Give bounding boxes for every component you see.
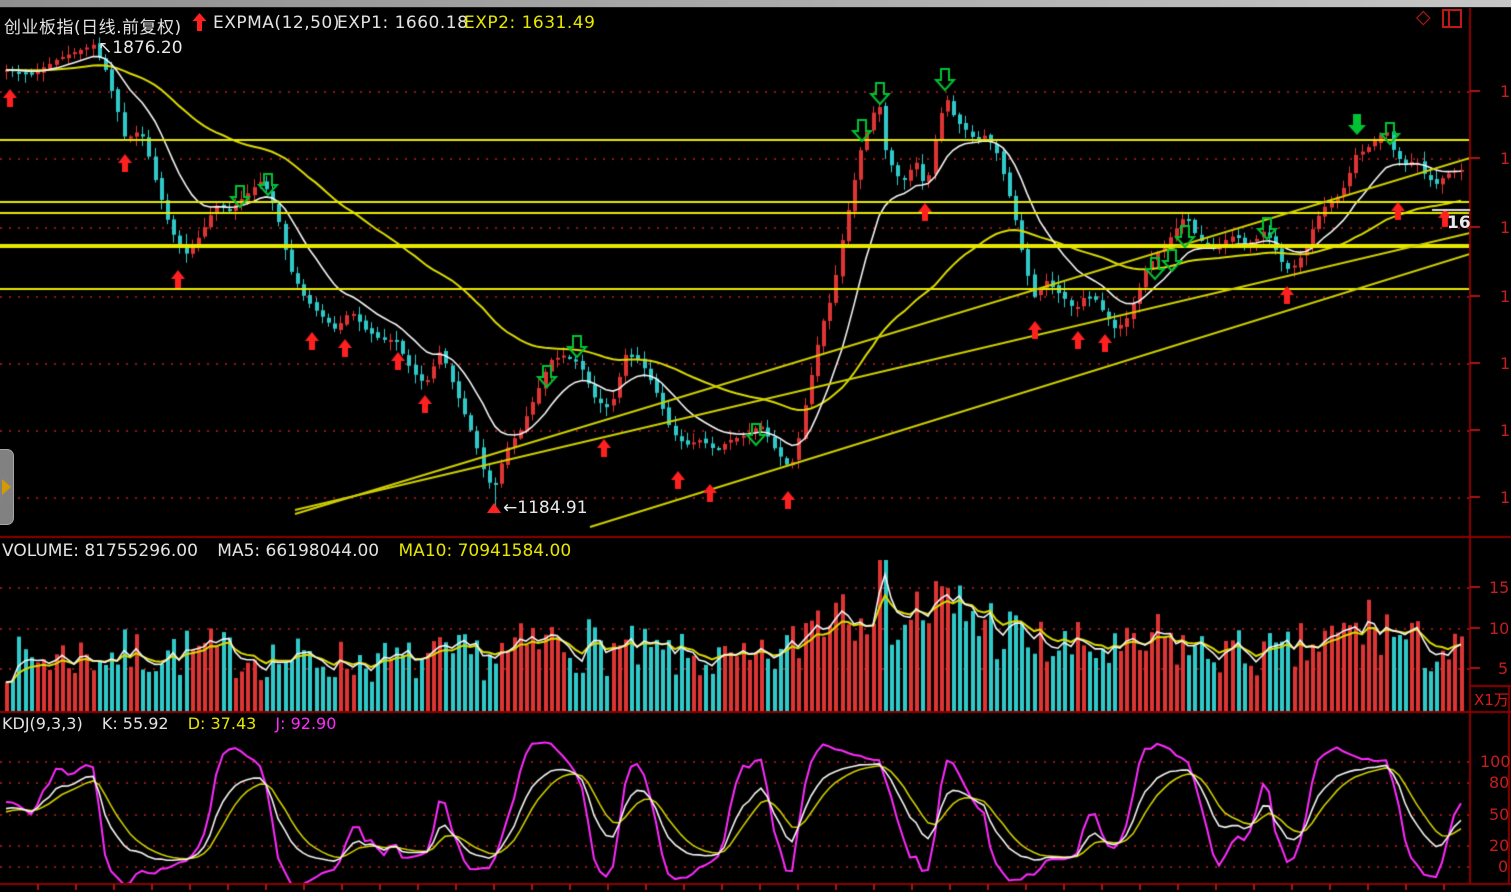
low-pointer: ← (503, 498, 518, 518)
price-tick-label: 1500 (1500, 287, 1511, 306)
price-tick-label: 1300 (1500, 421, 1511, 440)
kdj-k-value: K: 55.92 (101, 714, 169, 733)
volume-header: VOLUME: 81755296.00 MA5: 66198044.00 MA1… (2, 541, 585, 561)
kdj-tick-label: 50 (1489, 805, 1510, 824)
volume-tick-label: 5 (1498, 659, 1509, 678)
high-pointer: ↖ (98, 38, 113, 58)
exp1-value: EXP1: 1660.18 (337, 13, 469, 33)
up-arrow-icon (192, 13, 207, 31)
kdj-d-value: D: 37.43 (187, 714, 257, 733)
volume-unit-label: X1万 (1474, 691, 1509, 709)
kdj-header: KDJ(9,3,3) K: 55.92 D: 37.43 J: 92.90 (2, 714, 350, 733)
low-marker-triangle (487, 503, 501, 513)
low-price-label: ←1184.91 (487, 498, 588, 518)
current-price-tag: 16 (1447, 213, 1471, 233)
kdj-tick-label: 100 (1480, 752, 1511, 771)
price-tick-label: 1600 (1500, 218, 1511, 237)
high-value: 1876.20 (112, 38, 183, 58)
price-tick-label: 1400 (1500, 354, 1511, 373)
high-price-label: ↖1876.20 (98, 38, 183, 58)
low-value: 1184.91 (517, 498, 588, 518)
kdj-name[interactable]: KDJ(9,3,3) (2, 714, 83, 733)
exp2-value: EXP2: 1631.49 (464, 13, 596, 33)
kdj-tick-label: 80 (1489, 773, 1510, 792)
price-tick-label: 1700 (1500, 149, 1511, 168)
volume-tick-label: 15 (1489, 578, 1510, 597)
volume-tick-label: 10 (1489, 619, 1510, 638)
kdj-tick-label: 0 (1498, 857, 1509, 876)
sidebar-expand-handle[interactable] (0, 449, 14, 525)
symbol-title: 创业板指(日线.前复权) (4, 18, 182, 38)
volume-ma5: MA5: 66198044.00 (217, 541, 380, 561)
split-window-icon[interactable] (1442, 9, 1462, 28)
kdj-j-value: J: 92.90 (275, 714, 337, 733)
volume-value: VOLUME: 81755296.00 (2, 541, 198, 561)
diamond-icon[interactable]: ◇ (1416, 6, 1431, 28)
indicator-name[interactable]: EXPMA(12,50) (213, 13, 340, 33)
volume-ma10: MA10: 70941584.00 (398, 541, 572, 561)
price-tick-label: 1800 (1500, 82, 1511, 101)
kdj-tick-label: 20 (1489, 836, 1510, 855)
expand-arrow-icon (2, 479, 11, 495)
price-tick-label: 1200 (1500, 488, 1511, 507)
